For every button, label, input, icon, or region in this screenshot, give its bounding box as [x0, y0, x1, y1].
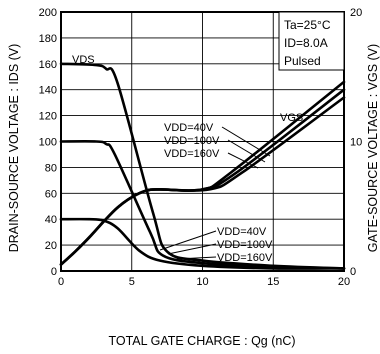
y-tick-label-left: 200 [39, 7, 57, 19]
y-tick-label-left: 160 [39, 59, 57, 71]
vdd-label-upper: VDD=40V [164, 122, 214, 134]
series-line [59, 96, 346, 266]
leader-line [167, 243, 217, 255]
condition-temperature: Ta=25°C [284, 18, 331, 32]
leader-line [227, 139, 266, 163]
y-tick-label-left: 40 [45, 214, 57, 226]
y-tick-label-left: 120 [39, 111, 57, 123]
vgs-label: VGS [280, 112, 303, 124]
x-tick-label: 0 [58, 276, 64, 288]
series-line [59, 62, 346, 270]
series-line [59, 140, 346, 270]
y-tick-label-left: 80 [45, 162, 57, 174]
vdd-label-lower: VDD=100V [217, 239, 273, 251]
y-axis-title-left: DRAIN-SOURCE VOLTAGE : IDS (V) [7, 44, 21, 253]
y-tick-label-left: 140 [39, 85, 57, 97]
leader-line [227, 152, 259, 169]
y-tick-label-right: 20 [350, 7, 362, 19]
vdd-label-lower: VDD=160V [217, 252, 273, 264]
series-line [59, 217, 346, 270]
plot-frame [60, 11, 345, 272]
y-tick-label-right: 0 [350, 266, 356, 278]
leader-line [176, 256, 217, 260]
y-axis-title-right: GATE-SOURCE VOLTAGE : VGS (V) [366, 44, 380, 252]
x-tick-label: 5 [129, 276, 135, 288]
vdd-label-lower: VDD=40V [217, 226, 267, 238]
grid [61, 12, 344, 271]
x-axis-title: TOTAL GATE CHARGE : Qg (nC) [108, 334, 295, 348]
condition-pulsed: Pulsed [284, 54, 321, 68]
y-tick-label-left: 100 [39, 137, 57, 149]
x-tick-label: 20 [338, 276, 350, 288]
y-tick-label-right: 10 [350, 137, 362, 149]
leader-line [159, 230, 217, 251]
vds-label: VDS [72, 54, 95, 66]
y-tick-label-left: 20 [45, 240, 57, 252]
y-tick-label-left: 0 [51, 266, 57, 278]
curves [59, 62, 346, 270]
labels: 0 5 10 15 2002040608010012014016018020001020… [39, 7, 363, 288]
condition-drain-current: ID=8.0A [284, 36, 328, 50]
x-tick-label: 15 [267, 276, 279, 288]
x-tick-label: 10 [196, 276, 208, 288]
vdd-label-upper: VDD=100V [164, 135, 220, 147]
y-tick-label-left: 180 [39, 33, 57, 45]
y-tick-label-left: 60 [45, 188, 57, 200]
vdd-label-upper: VDD=160V [164, 148, 220, 160]
leader-line [221, 126, 271, 157]
conditions-box: Ta=25°C ID=8.0A Pulsed [278, 11, 345, 71]
